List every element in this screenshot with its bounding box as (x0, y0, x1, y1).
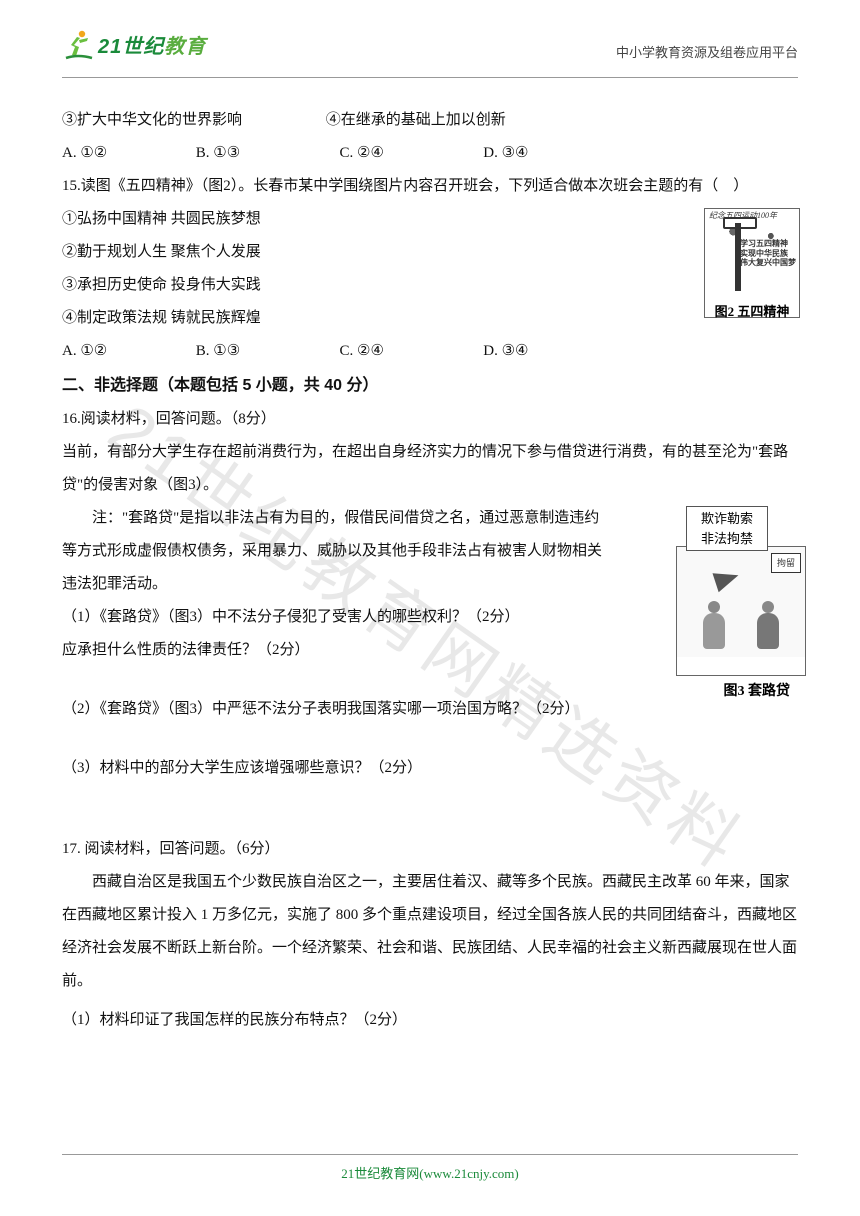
figure-3: 拘留 (676, 546, 806, 676)
figure-3-caption: 图3 套路贷 (724, 680, 791, 700)
q17-head: 17. 阅读材料，回答问题。（6分） (62, 833, 798, 866)
q15-stmt-3: ③承担历史使命 投身伟大实践 (62, 269, 798, 302)
footer-url: (www.21cnjy.com) (419, 1166, 518, 1181)
logo-text-b: 教育 (164, 36, 206, 58)
criminal-figure (757, 613, 779, 649)
page-footer: 21世纪教育网(www.21cnjy.com) (62, 1154, 798, 1182)
logo-text: 21世纪教育 (98, 30, 206, 59)
spacer (62, 726, 798, 752)
q15-choice-c: C. ②④ (340, 335, 480, 368)
figure-2-caption: 图2 五四精神 (705, 299, 799, 320)
logo-text-a: 21世纪 (98, 36, 164, 58)
header-subtitle: 中小学教育资源及组卷应用平台 (616, 42, 798, 61)
q15-choice-d: D. ③④ (483, 335, 528, 368)
figure-3-illustration: 拘留 (677, 547, 805, 657)
q14-option-line: ③扩大中华文化的世界影响 ④在继承的基础上加以创新 (62, 104, 798, 137)
q14-choices: A. ①② B. ①③ C. ②④ D. ③④ (62, 137, 798, 170)
q17-sub1: （1）材料印证了我国怎样的民族分布特点？（2分） (62, 1004, 798, 1037)
q15-stem: 15.读图《五四精神》（图2）。长春市某中学围绕图片内容召开班会，下列适合做本次… (62, 170, 798, 203)
q16-sub2: （2）《套路贷》（图3）中严惩不法分子表明我国落实哪一项治国方略？（2分） (62, 693, 798, 726)
footer-site: 21世纪教育网 (341, 1166, 419, 1181)
q16-sub1a: （1）《套路贷》（图3）中不法分子侵犯了受害人的哪些权利？（2分） (62, 601, 602, 634)
q14-choice-c: C. ②④ (340, 137, 480, 170)
figure-2: 纪念五四运动100年 学习五四精神 实现中华民族 伟大复兴中国梦 图2 五四精神 (704, 208, 800, 318)
page-header: 21世纪教育 中小学教育资源及组卷应用平台 (62, 0, 798, 78)
logo: 21世纪教育 (62, 28, 206, 60)
megaphone-icon (712, 566, 741, 592)
q16-sub3: （3）材料中的部分大学生应该增强哪些意识？（2分） (62, 752, 798, 785)
q16-head: 16.阅读材料，回答问题。（8分） (62, 403, 798, 436)
q15-choice-a: A. ①② (62, 335, 192, 368)
victim-figure (703, 613, 725, 649)
q14-choice-b: B. ①③ (196, 137, 336, 170)
q15-stmt-2: ②勤于规划人生 聚焦个人发展 (62, 236, 798, 269)
detain-sign: 拘留 (771, 553, 801, 573)
figure-2-illustration: 纪念五四运动100年 学习五四精神 实现中华民族 伟大复兴中国梦 (705, 209, 799, 299)
q16-note: 注："套路贷"是指以非法占有为目的，假借民间借贷之名，通过恶意制造违约等方式形成… (62, 502, 602, 601)
section-2-title: 二、非选择题（本题包括 5 小题，共 40 分） (62, 368, 798, 403)
q14-choice-a: A. ①② (62, 137, 192, 170)
figure-3-label-box: 欺诈勒索 非法拘禁 (686, 506, 768, 551)
q15-stmt-4: ④制定政策法规 铸就民族辉煌 (62, 302, 798, 335)
q15-stmt-1: ①弘扬中国精神 共圆民族梦想 (62, 203, 798, 236)
q14-stmt-4: ④在继承的基础上加以创新 (326, 112, 506, 128)
figure-3-label-2: 非法拘禁 (687, 529, 767, 549)
spacer (62, 785, 798, 833)
q16-para-1: 当前，有部分大学生存在超前消费行为，在超出自身经济实力的情况下参与借贷进行消费，… (62, 436, 798, 502)
q14-stmt-3: ③扩大中华文化的世界影响 (62, 104, 322, 137)
q14-choice-d: D. ③④ (483, 137, 528, 170)
q15-choice-b: B. ①③ (196, 335, 336, 368)
runner-icon (62, 28, 94, 60)
q15-choices: A. ①② B. ①③ C. ②④ D. ③④ (62, 335, 798, 368)
q17-para-1: 西藏自治区是我国五个少数民族自治区之一，主要居住着汉、藏等多个民族。西藏民主改革… (62, 866, 798, 998)
figure-2-slogan: 学习五四精神 实现中华民族 伟大复兴中国梦 (740, 239, 796, 268)
figure-3-label-1: 欺诈勒索 (687, 509, 767, 529)
